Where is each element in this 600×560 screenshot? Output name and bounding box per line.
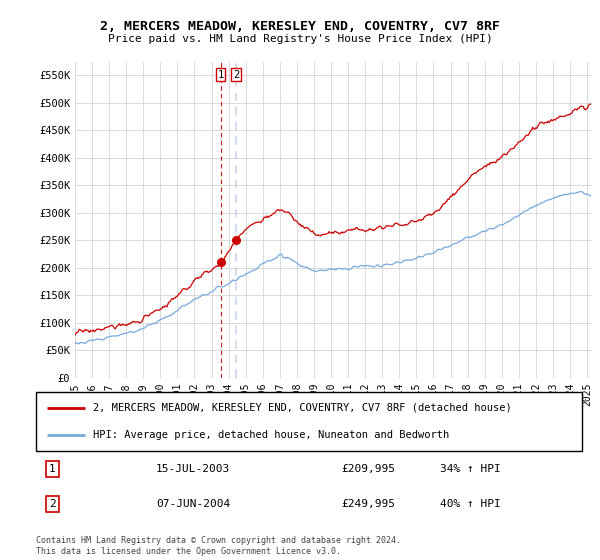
Text: 2, MERCERS MEADOW, KERESLEY END, COVENTRY, CV7 8RF: 2, MERCERS MEADOW, KERESLEY END, COVENTR… — [100, 20, 500, 32]
Text: HPI: Average price, detached house, Nuneaton and Bedworth: HPI: Average price, detached house, Nune… — [94, 430, 449, 440]
Text: £249,995: £249,995 — [342, 499, 396, 509]
Text: 1: 1 — [49, 464, 56, 474]
Text: 1: 1 — [218, 69, 224, 80]
Text: 2: 2 — [49, 499, 56, 509]
Text: 34% ↑ HPI: 34% ↑ HPI — [440, 464, 501, 474]
Text: 40% ↑ HPI: 40% ↑ HPI — [440, 499, 501, 509]
Text: Contains HM Land Registry data © Crown copyright and database right 2024.
This d: Contains HM Land Registry data © Crown c… — [36, 536, 401, 556]
Text: Price paid vs. HM Land Registry's House Price Index (HPI): Price paid vs. HM Land Registry's House … — [107, 34, 493, 44]
Text: 2: 2 — [233, 69, 239, 80]
Text: £209,995: £209,995 — [342, 464, 396, 474]
Text: 15-JUL-2003: 15-JUL-2003 — [156, 464, 230, 474]
Text: 07-JUN-2004: 07-JUN-2004 — [156, 499, 230, 509]
Text: 2, MERCERS MEADOW, KERESLEY END, COVENTRY, CV7 8RF (detached house): 2, MERCERS MEADOW, KERESLEY END, COVENTR… — [94, 403, 512, 413]
